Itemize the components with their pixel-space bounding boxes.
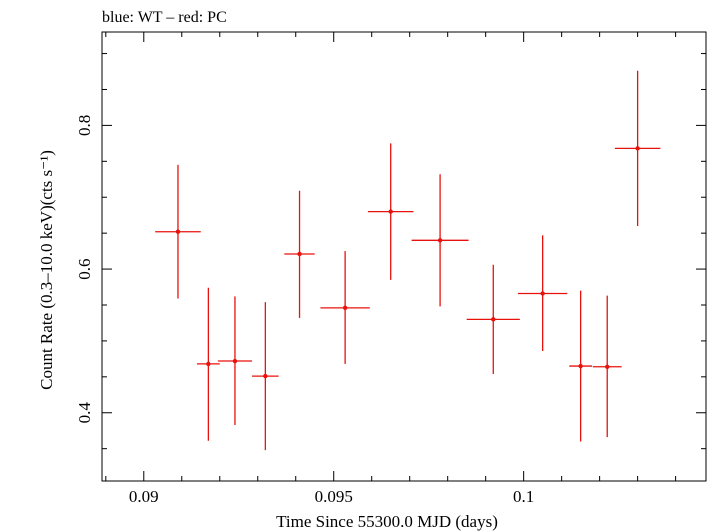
data-marker [605, 364, 610, 369]
data-point [284, 190, 315, 318]
plot-frame [101, 31, 707, 482]
data-point [155, 164, 201, 299]
data-marker [388, 209, 393, 214]
data-marker [540, 291, 545, 296]
data-point [614, 70, 661, 226]
data-marker [175, 229, 181, 234]
y-tick-label: 0.8 [75, 115, 94, 136]
y-tick-label: 0.4 [75, 402, 94, 424]
data-marker [635, 146, 640, 151]
data-marker [297, 251, 302, 257]
data-point [367, 143, 414, 280]
x-axis-ticks [105, 32, 677, 481]
y-tick-label: 0.6 [75, 258, 94, 279]
y-axis-label: Count Rate (0.3–10.0 keV)(cts s⁻¹) [37, 150, 56, 390]
x-tick-label: 0.09 [129, 487, 159, 506]
y-axis-tick-labels: 0.4 0.6 0.8 [75, 115, 94, 424]
x-axis-label: Time Since 55300.0 MJD (days) [276, 512, 498, 531]
data-marker [342, 305, 348, 311]
data-point [569, 290, 593, 442]
y-axis-ticks [102, 53, 706, 450]
data-marker [437, 238, 443, 243]
data-point [196, 287, 220, 441]
data-marker [491, 317, 496, 322]
x-tick-label: 0.095 [315, 487, 353, 506]
data-marker [206, 361, 211, 367]
data-point [411, 174, 469, 307]
x-tick-label: 0.1 [513, 487, 534, 506]
data-marker [232, 358, 238, 364]
chart-title: blue: WT – red: PC [102, 9, 227, 26]
data-point [517, 235, 568, 351]
data-point [320, 251, 370, 364]
x-axis-tick-labels: 0.09 0.095 0.1 [129, 487, 534, 506]
data-point [466, 264, 520, 374]
data-marker [578, 363, 583, 369]
data-marker [263, 373, 268, 379]
data-point [217, 296, 253, 425]
data-series-pc [155, 70, 661, 451]
data-point [592, 295, 622, 438]
data-point [252, 302, 279, 451]
